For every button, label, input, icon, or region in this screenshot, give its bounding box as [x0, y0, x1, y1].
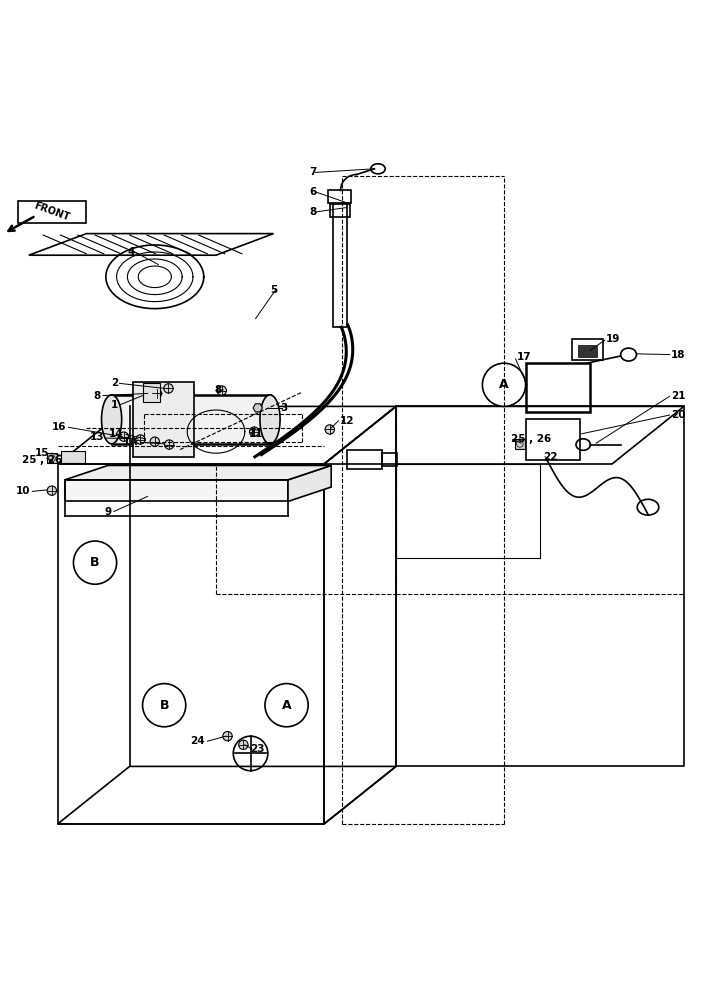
Text: 9: 9: [104, 507, 112, 517]
Bar: [328, 190, 351, 203]
Polygon shape: [61, 451, 85, 463]
Circle shape: [249, 427, 259, 436]
Circle shape: [164, 440, 174, 449]
Circle shape: [152, 389, 162, 398]
Text: 15: 15: [35, 448, 49, 458]
Text: 4: 4: [128, 247, 135, 257]
Bar: [333, 201, 347, 327]
Circle shape: [239, 740, 248, 749]
Polygon shape: [47, 453, 57, 463]
Text: A: A: [282, 699, 292, 712]
Bar: [526, 363, 590, 412]
Text: B: B: [90, 556, 100, 569]
Text: 8: 8: [310, 207, 317, 217]
Text: 17: 17: [517, 352, 531, 362]
Text: 3: 3: [281, 403, 288, 413]
Text: B: B: [159, 699, 169, 712]
Circle shape: [119, 432, 128, 441]
Text: 2: 2: [111, 378, 118, 388]
Polygon shape: [65, 465, 331, 480]
Text: 25 , 26: 25 , 26: [511, 434, 552, 444]
Text: A: A: [499, 378, 509, 391]
Text: 12: 12: [340, 416, 354, 426]
Text: 24: 24: [191, 736, 205, 746]
Circle shape: [482, 363, 526, 406]
Polygon shape: [515, 439, 525, 449]
Text: 25 , 26: 25 , 26: [22, 455, 62, 465]
Text: 8: 8: [215, 385, 222, 395]
Text: 6: 6: [310, 187, 317, 197]
Bar: [330, 204, 350, 217]
Text: FRONT: FRONT: [32, 201, 71, 223]
Circle shape: [73, 541, 117, 584]
Circle shape: [48, 486, 56, 495]
Circle shape: [325, 425, 334, 434]
Text: 19: 19: [606, 334, 621, 344]
Text: 11: 11: [249, 429, 264, 439]
Polygon shape: [65, 480, 288, 501]
Text: 8: 8: [94, 391, 101, 401]
Circle shape: [217, 386, 226, 395]
Circle shape: [164, 384, 174, 393]
Polygon shape: [253, 404, 262, 412]
Text: 14: 14: [109, 429, 124, 439]
Text: 20: 20: [671, 410, 685, 420]
Text: 7: 7: [310, 167, 317, 177]
Text: 10: 10: [16, 486, 30, 496]
Bar: [382, 453, 397, 466]
Bar: [526, 419, 580, 460]
Text: 22: 22: [544, 452, 558, 462]
Bar: [572, 339, 603, 360]
Polygon shape: [29, 234, 274, 255]
Bar: [112, 395, 270, 444]
Bar: [578, 345, 597, 357]
Text: 1A: 1A: [123, 437, 138, 447]
Text: 1: 1: [111, 400, 118, 410]
Text: 23: 23: [251, 744, 265, 754]
Circle shape: [150, 437, 160, 446]
Circle shape: [135, 435, 145, 444]
Text: 18: 18: [671, 350, 685, 360]
Text: 5: 5: [270, 285, 277, 295]
Text: 21: 21: [671, 391, 685, 401]
Text: 13: 13: [90, 432, 104, 442]
Ellipse shape: [371, 164, 385, 174]
Polygon shape: [143, 383, 160, 402]
Ellipse shape: [260, 395, 280, 444]
Polygon shape: [288, 465, 331, 501]
Polygon shape: [18, 201, 86, 223]
Bar: [133, 382, 194, 457]
Circle shape: [143, 684, 186, 727]
Circle shape: [265, 684, 308, 727]
Text: 16: 16: [52, 422, 66, 432]
Ellipse shape: [102, 395, 122, 444]
Circle shape: [223, 731, 232, 741]
Bar: [347, 450, 382, 469]
